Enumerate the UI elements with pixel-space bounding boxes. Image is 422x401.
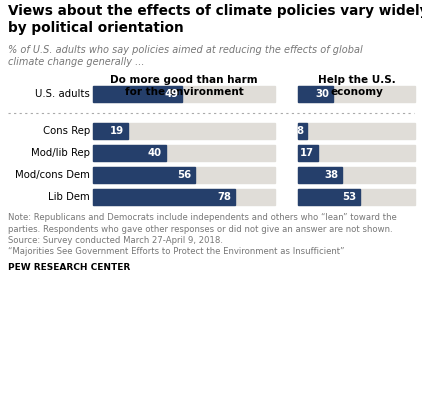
- Bar: [298, 167, 415, 183]
- Bar: [93, 145, 275, 161]
- Text: Lib Dem: Lib Dem: [48, 192, 90, 202]
- Text: Help the U.S.
economy: Help the U.S. economy: [318, 75, 395, 97]
- Text: 78: 78: [217, 192, 231, 202]
- Bar: [93, 167, 195, 183]
- Bar: [93, 167, 275, 183]
- Bar: [93, 189, 275, 205]
- Text: 17: 17: [300, 148, 314, 158]
- Bar: [298, 189, 360, 205]
- Bar: [298, 189, 415, 205]
- Text: 56: 56: [177, 170, 191, 180]
- Text: 38: 38: [325, 170, 338, 180]
- Bar: [298, 123, 415, 139]
- Text: Cons Rep: Cons Rep: [43, 126, 90, 136]
- Text: parties. Respondents who gave other responses or did not give an answer are not : parties. Respondents who gave other resp…: [8, 225, 392, 233]
- Bar: [298, 86, 415, 102]
- Text: 19: 19: [109, 126, 124, 136]
- Text: “Majorities See Government Efforts to Protect the Environment as Insufficient”: “Majorities See Government Efforts to Pr…: [8, 247, 344, 257]
- Text: Note: Republicans and Democrats include independents and others who “lean” towar: Note: Republicans and Democrats include …: [8, 213, 397, 222]
- Bar: [93, 86, 275, 102]
- Bar: [298, 86, 333, 102]
- Bar: [93, 123, 275, 139]
- Text: Source: Survey conducted March 27-April 9, 2018.: Source: Survey conducted March 27-April …: [8, 236, 223, 245]
- Text: % of U.S. adults who say policies aimed at reducing the effects of global
climat: % of U.S. adults who say policies aimed …: [8, 45, 363, 67]
- Text: Do more good than harm
for the environment: Do more good than harm for the environme…: [110, 75, 258, 97]
- Bar: [298, 123, 307, 139]
- Bar: [93, 145, 166, 161]
- Bar: [298, 145, 415, 161]
- Bar: [298, 145, 318, 161]
- Text: Views about the effects of climate policies vary widely
by political orientation: Views about the effects of climate polic…: [8, 4, 422, 35]
- Text: 30: 30: [315, 89, 329, 99]
- Bar: [93, 189, 235, 205]
- Text: Mod/lib Rep: Mod/lib Rep: [31, 148, 90, 158]
- Text: 40: 40: [148, 148, 162, 158]
- Text: 53: 53: [342, 192, 356, 202]
- Text: U.S. adults: U.S. adults: [35, 89, 90, 99]
- Text: 49: 49: [164, 89, 178, 99]
- Bar: [93, 86, 182, 102]
- Bar: [298, 167, 343, 183]
- Text: Mod/cons Dem: Mod/cons Dem: [15, 170, 90, 180]
- Bar: [93, 123, 127, 139]
- Text: 8: 8: [296, 126, 303, 136]
- Text: PEW RESEARCH CENTER: PEW RESEARCH CENTER: [8, 263, 130, 272]
